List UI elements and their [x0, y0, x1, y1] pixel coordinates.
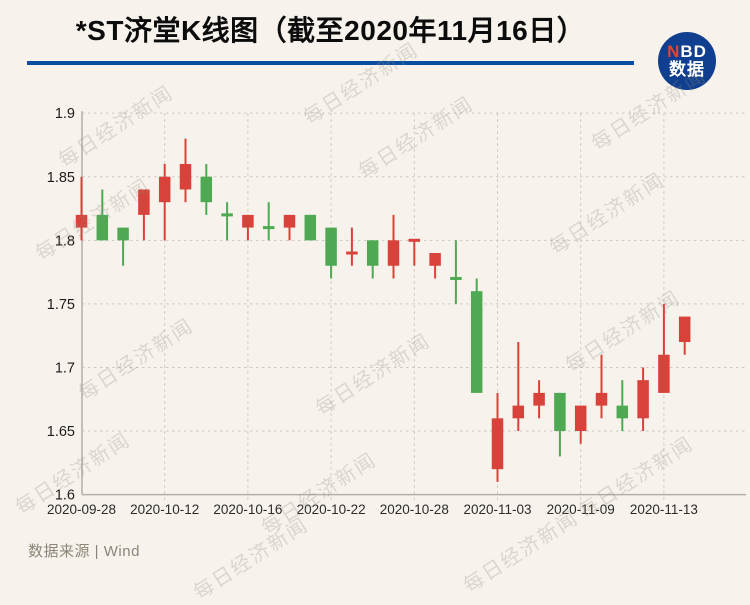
candle-body	[470, 291, 483, 393]
nbd-logo-text: NBD	[667, 42, 707, 61]
candle-body	[366, 240, 379, 266]
candle-2020-10-09	[138, 189, 150, 241]
candle-2020-10-20	[283, 214, 296, 241]
candle-2020-10-29	[429, 253, 441, 279]
candle-body	[325, 227, 337, 266]
candle-2020-11-09	[574, 405, 587, 444]
candle-2020-10-19	[262, 202, 275, 241]
x-tick-label: 2020-11-13	[630, 502, 698, 517]
candle-body	[304, 214, 317, 241]
candle-2020-11-12	[637, 367, 649, 432]
candle-body	[574, 405, 587, 432]
candle-2020-11-05	[533, 380, 545, 419]
candle-body	[242, 214, 254, 228]
candle-2020-11-13	[658, 303, 670, 393]
candle-body	[616, 405, 629, 419]
candle-body	[595, 392, 608, 406]
candle-body	[429, 253, 441, 266]
candle-body	[408, 238, 421, 242]
candle-2020-10-21	[304, 214, 317, 241]
candle-2020-11-16	[678, 316, 691, 355]
candle-body	[262, 226, 275, 230]
candle-2020-10-28	[408, 238, 421, 266]
candle-body	[346, 251, 358, 255]
y-tick-label: 1.7	[55, 360, 75, 376]
candle-body	[387, 240, 400, 266]
candle-2020-11-04	[512, 342, 525, 432]
candle-2020-09-29	[96, 189, 109, 241]
x-tick-label: 2020-11-03	[463, 502, 531, 517]
title-underline	[27, 61, 634, 65]
candle-2020-09-30	[117, 227, 129, 266]
candle-body	[200, 176, 213, 203]
candle-2020-10-15	[221, 202, 233, 241]
candle-body	[533, 392, 545, 406]
nbd-logo: NBD 数据	[658, 32, 716, 90]
candle-2020-11-06	[554, 392, 566, 457]
candle-2020-10-30	[450, 240, 462, 304]
y-tick-label: 1.8	[55, 233, 75, 249]
candle-body	[512, 405, 525, 419]
candle-body	[554, 392, 566, 432]
candle-body	[96, 214, 109, 241]
y-tick-label: 1.6	[55, 488, 75, 504]
candle-2020-10-14	[200, 164, 213, 215]
nbd-logo-subtext: 数据	[669, 60, 705, 79]
candle-2020-10-26	[366, 240, 379, 279]
data-source-note: 数据来源 | Wind	[28, 543, 140, 560]
candle-2020-11-02	[470, 278, 483, 393]
y-tick-label: 1.85	[47, 170, 75, 186]
x-tick-label: 2020-10-28	[380, 502, 449, 517]
x-tick-label: 2020-11-09	[547, 502, 615, 517]
candle-body	[678, 316, 691, 343]
candle-body	[75, 214, 88, 228]
candle-body	[637, 380, 649, 419]
candle-2020-11-10	[595, 354, 608, 419]
candle-2020-10-27	[387, 214, 400, 279]
page-title: *ST济堂K线图（截至2020年11月16日）	[75, 15, 586, 46]
candle-body	[283, 214, 296, 228]
x-tick-label: 2020-09-28	[47, 502, 116, 517]
candle-body	[450, 276, 462, 280]
candle-body	[117, 227, 129, 241]
candle-2020-10-16	[242, 214, 254, 241]
candle-body	[491, 418, 504, 470]
y-tick-label: 1.75	[47, 297, 75, 313]
y-tick-label: 1.65	[47, 424, 75, 440]
candle-body	[658, 354, 670, 393]
candle-body	[138, 189, 150, 215]
candle-body	[158, 176, 171, 203]
candle-2020-10-13	[179, 138, 192, 203]
candle-2020-10-23	[346, 227, 358, 266]
candle-2020-11-03	[491, 392, 504, 482]
x-tick-label: 2020-10-16	[213, 502, 282, 517]
candle-2020-10-12	[158, 164, 171, 241]
x-tick-label: 2020-10-12	[130, 502, 199, 517]
x-tick-label: 2020-10-22	[297, 502, 366, 517]
candle-2020-11-11	[616, 380, 629, 432]
candle-body	[221, 213, 233, 217]
candle-body	[179, 164, 192, 190]
y-tick-label: 1.9	[55, 106, 75, 122]
candle-2020-09-28	[75, 176, 88, 241]
candle-2020-10-22	[325, 227, 337, 279]
